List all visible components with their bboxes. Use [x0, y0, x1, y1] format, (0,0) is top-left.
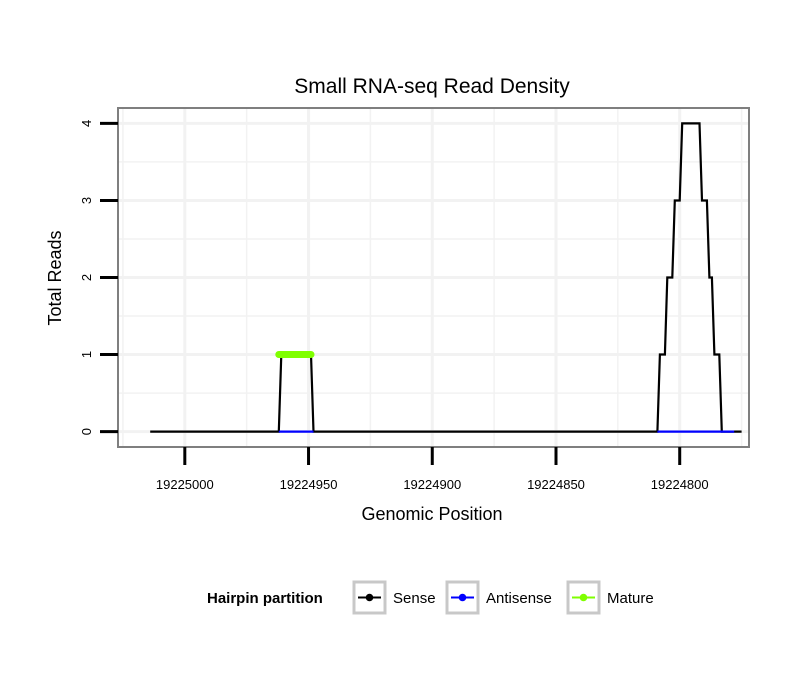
legend-key-point — [579, 593, 588, 602]
x-tick-label: 19224850 — [527, 477, 585, 492]
y-tick-label: 0 — [79, 428, 94, 435]
y-tick-label: 1 — [79, 351, 94, 358]
data-series — [150, 122, 742, 433]
legend-key-point — [458, 593, 467, 602]
y-axis: 0 1 2 3 4 — [79, 120, 118, 435]
y-tick-label: 2 — [79, 274, 94, 281]
x-axis-label: Genomic Position — [361, 504, 502, 524]
y-tick-label: 3 — [79, 197, 94, 204]
legend-key-point — [365, 593, 374, 602]
grid-lines — [119, 109, 748, 446]
legend-title: Hairpin partition — [207, 590, 323, 607]
y-tick-label: 4 — [79, 120, 94, 127]
y-axis-label: Total Reads — [45, 230, 65, 325]
x-tick-label: 19225000 — [156, 477, 214, 492]
legend-label: Antisense — [486, 590, 552, 607]
legend-label: Mature — [607, 590, 654, 607]
legend: Hairpin partition Sense Antisense Mature — [207, 580, 654, 615]
x-tick-label: 19224950 — [280, 477, 338, 492]
legend-label: Sense — [393, 590, 436, 607]
x-axis: 19225000 19224950 19224900 19224850 19224800 — [156, 447, 709, 492]
series-line-sense — [150, 122, 742, 433]
x-tick-label: 19224800 — [651, 477, 709, 492]
x-tick-label: 19224900 — [403, 477, 461, 492]
chart-title: Small RNA-seq Read Density — [294, 75, 570, 98]
